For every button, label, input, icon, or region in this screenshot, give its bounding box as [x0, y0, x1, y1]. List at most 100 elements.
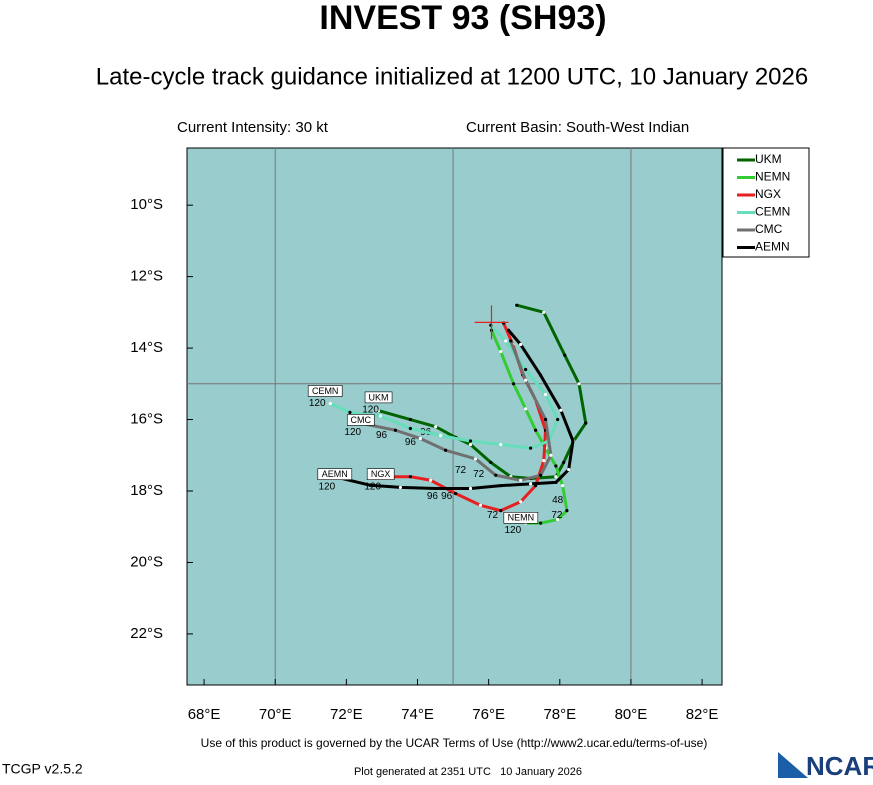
- track-point: [543, 417, 548, 422]
- track-point: [511, 382, 516, 386]
- track-point: [434, 486, 438, 491]
- track-point: [529, 446, 533, 450]
- x-tick-label: 78°E: [543, 706, 576, 723]
- track-point: [542, 310, 546, 314]
- legend-label: UKM: [755, 152, 782, 166]
- track-point: [554, 464, 558, 468]
- track-point: [524, 367, 528, 372]
- track-point: [559, 408, 563, 412]
- model-tag-box: [366, 468, 395, 481]
- track-point: [524, 378, 528, 382]
- legend-label: CEMN: [755, 205, 790, 219]
- terms: Use of this product is governed by the U…: [201, 736, 708, 750]
- track-point: [556, 417, 560, 422]
- x-tick-label: 82°E: [686, 706, 719, 723]
- y-tick-label: 12°S: [130, 268, 163, 285]
- track-point: [434, 425, 438, 429]
- model-tag: CMC: [351, 415, 372, 425]
- track-point: [368, 483, 373, 487]
- model-tag: UKM: [369, 392, 389, 402]
- hour-label: 96: [427, 491, 439, 502]
- hour-label: 72: [455, 465, 467, 476]
- track-point: [398, 485, 403, 490]
- track-point: [515, 303, 519, 307]
- track-point: [393, 428, 398, 432]
- track-point: [556, 517, 560, 522]
- basin: Current Basin: South-West Indian: [466, 119, 689, 136]
- track-point: [468, 439, 473, 443]
- track-point: [577, 382, 581, 386]
- track-point: [524, 407, 528, 411]
- hour-label: 48: [552, 495, 564, 506]
- hour-label: 96: [441, 491, 453, 502]
- model-tag-box: [346, 414, 375, 426]
- track-point: [538, 521, 543, 525]
- model-tag: NEMN: [508, 513, 535, 523]
- track-point: [563, 353, 567, 357]
- hour-label: 96: [376, 430, 388, 441]
- generated: Plot generated at 2351 UTC 10 January 20…: [354, 766, 582, 778]
- track-point: [567, 467, 571, 472]
- track-point: [499, 509, 503, 513]
- subtitle: Late-cycle track guidance initialized at…: [96, 63, 808, 90]
- y-tick-label: 10°S: [130, 196, 163, 213]
- track-point: [538, 373, 543, 377]
- track-point: [565, 509, 569, 513]
- track-point: [562, 460, 566, 465]
- hour-label: 72: [473, 469, 485, 480]
- track-point: [478, 503, 483, 507]
- hour-label: 120: [309, 398, 326, 409]
- y-tick-label: 20°S: [130, 553, 163, 570]
- legend-label: CMC: [755, 222, 783, 236]
- track-point: [554, 480, 558, 485]
- track-point: [348, 410, 352, 414]
- model-tag: NGX: [371, 469, 391, 479]
- track-point: [534, 428, 538, 432]
- hour-label: 120: [318, 481, 335, 492]
- track-point: [509, 339, 513, 343]
- track-point: [519, 342, 523, 347]
- y-tick-label: 18°S: [130, 482, 163, 499]
- track-point: [408, 475, 412, 479]
- title: INVEST 93 (SH93): [319, 0, 606, 37]
- track-point: [444, 448, 448, 452]
- hour-label: 120: [344, 427, 361, 438]
- map-area: [186, 147, 723, 686]
- logo-mark: [778, 752, 808, 778]
- hour-label: 120: [362, 405, 379, 416]
- y-tick-label: 22°S: [130, 625, 163, 642]
- track-point: [519, 500, 523, 504]
- legend-label: NEMN: [755, 170, 790, 184]
- hour-label: 72: [487, 510, 499, 521]
- x-tick-label: 68°E: [188, 706, 221, 723]
- track-point: [549, 453, 553, 457]
- track-point: [418, 436, 422, 441]
- track-line: [377, 303, 588, 480]
- track-point: [519, 478, 523, 482]
- track-line: [337, 329, 575, 490]
- track-point: [499, 484, 503, 488]
- legend-box: [722, 147, 810, 258]
- model-tag-box: [364, 391, 393, 404]
- track-point: [376, 409, 380, 413]
- hour-label: 120: [504, 525, 521, 536]
- model-tag: CEMN: [312, 386, 339, 396]
- version: TCGP v2.5.2: [2, 761, 83, 777]
- track-point: [529, 482, 533, 486]
- model-tag-box: [307, 385, 343, 397]
- hour-label: 96: [405, 437, 417, 448]
- x-tick-label: 80°E: [615, 706, 648, 723]
- track-point: [506, 328, 511, 332]
- logo: NCAR: [806, 751, 873, 780]
- model-tag-box: [317, 468, 353, 481]
- track-point: [408, 417, 412, 422]
- y-tick-label: 16°S: [130, 411, 163, 428]
- track-point: [584, 421, 588, 425]
- track-point: [468, 442, 473, 447]
- track-point: [429, 478, 433, 482]
- track-point: [494, 473, 498, 477]
- model-tag: AEMN: [322, 469, 348, 479]
- track-point: [473, 457, 478, 461]
- y-tick-label: 14°S: [130, 339, 163, 356]
